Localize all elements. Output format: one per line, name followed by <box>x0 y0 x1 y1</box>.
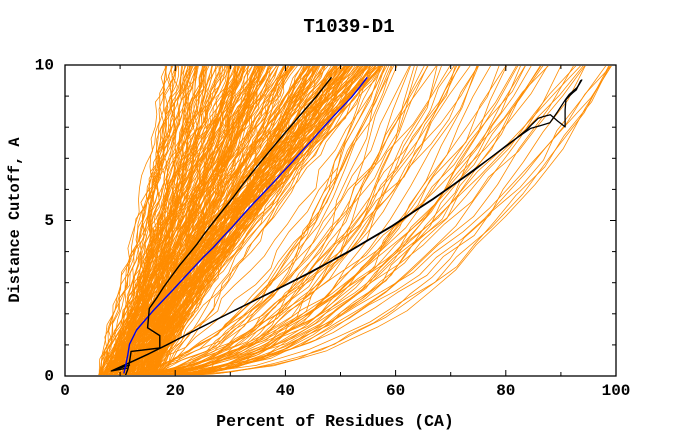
svg-text:40: 40 <box>276 382 295 400</box>
svg-text:5: 5 <box>44 212 54 230</box>
svg-text:60: 60 <box>386 382 405 400</box>
svg-text:10: 10 <box>35 57 54 75</box>
svg-text:0: 0 <box>60 382 70 400</box>
svg-text:100: 100 <box>602 382 631 400</box>
svg-text:0: 0 <box>44 368 54 386</box>
svg-text:80: 80 <box>496 382 515 400</box>
svg-text:20: 20 <box>166 382 185 400</box>
